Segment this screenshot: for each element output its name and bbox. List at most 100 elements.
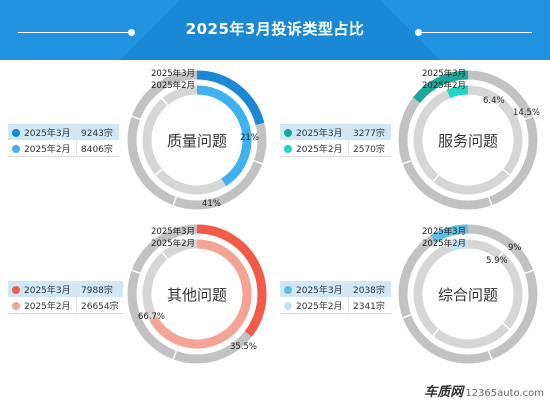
legend-row-mar: 2025年3月 2038宗 [280, 281, 391, 297]
legend-name-text: 2025年3月 [296, 128, 343, 139]
series-label-mar: 2025年3月 [151, 69, 196, 79]
legend-value: 2570宗 [348, 140, 391, 157]
legend-value: 7988宗 [76, 281, 123, 297]
ring-separator [502, 168, 511, 176]
legend-swatch [284, 301, 292, 310]
ring-separator [487, 350, 493, 360]
header-line-right [420, 32, 532, 33]
outer-arc-mar [413, 70, 469, 104]
series-label-feb: 2025年2月 [422, 239, 467, 249]
legend-name: 2025年2月 [8, 140, 77, 157]
percent-label-mar: 9% [508, 243, 522, 253]
percent-label-mar: 14.5% [513, 108, 541, 118]
legend-swatch [12, 285, 20, 294]
percent-label-feb: 41% [202, 199, 221, 209]
legend-swatch [284, 128, 292, 137]
legend-name-text: 2025年3月 [24, 128, 71, 139]
legend-value: 3277宗 [348, 124, 391, 140]
ring-separator [161, 97, 169, 106]
legend-value: 9243宗 [76, 124, 119, 140]
ring-separator [131, 269, 141, 275]
legend-swatch [284, 285, 292, 294]
ring-separator [402, 313, 412, 319]
series-label-feb: 2025年2月 [422, 81, 467, 91]
legend-name-text: 2025年3月 [296, 285, 343, 296]
ring-separator [172, 196, 178, 206]
legend-row-feb: 2025年2月 2341宗 [280, 297, 391, 314]
series-label-mar: 2025年3月 [422, 227, 467, 237]
legend-swatch [284, 144, 292, 153]
legend-row-mar: 2025年3月 7988宗 [8, 281, 123, 297]
header-banner: 2025年3月投诉类型占比 [0, 0, 550, 60]
outer-arc-mar [196, 70, 265, 126]
legend-name-text: 2025年3月 [24, 285, 71, 296]
legend-row-feb: 2025年2月 8406宗 [8, 140, 119, 157]
legend-name-text: 2025年2月 [296, 301, 343, 312]
ring-separator [524, 269, 534, 275]
outer-arc-mar [196, 224, 267, 337]
series-label-feb: 2025年2月 [151, 239, 196, 249]
ring-separator [432, 174, 440, 183]
legend-swatch [12, 301, 20, 310]
legend-name: 2025年3月 [8, 124, 77, 140]
center-label: 其他问题 [166, 286, 227, 304]
legend-table: 2025年3月 2038宗 2025年2月 2341宗 [280, 281, 391, 314]
legend-row-mar: 2025年3月 3277宗 [280, 124, 391, 140]
legend-row-feb: 2025年2月 26654宗 [8, 297, 123, 314]
percent-label-mar: 21% [240, 133, 259, 143]
inner-arc-feb [448, 239, 469, 252]
outer-arc-mar [430, 224, 469, 244]
legend-name-text: 2025年2月 [296, 144, 343, 155]
header-pattern [0, 0, 550, 60]
ring-separator [131, 115, 141, 121]
center-label: 服务问题 [437, 132, 498, 150]
legend-table: 2025年3月 3277宗 2025年2月 2570宗 [280, 124, 391, 157]
legend-value: 8406宗 [76, 140, 119, 157]
series-label-mar: 2025年3月 [422, 69, 467, 79]
legend-name: 2025年3月 [8, 281, 77, 297]
inner-arc-feb [196, 85, 252, 187]
center-label: 质量问题 [166, 132, 227, 150]
series-label-mar: 2025年3月 [151, 227, 196, 237]
watermark-site: 12365auto.com [465, 388, 544, 399]
legend-name-text: 2025年2月 [24, 144, 71, 155]
ring-separator [502, 322, 511, 330]
ring-separator [487, 196, 493, 206]
series-label-feb: 2025年2月 [151, 81, 196, 91]
ring-separator [524, 115, 534, 121]
ring-separator [402, 159, 412, 165]
legend-name: 2025年2月 [8, 297, 77, 314]
percent-label-feb: 5.9% [486, 256, 508, 266]
percent-label-feb: 66.7% [138, 312, 166, 322]
legend-row-feb: 2025年2月 2570宗 [280, 140, 391, 157]
center-label: 综合问题 [437, 286, 498, 304]
ring-separator [161, 251, 169, 260]
page-title: 2025年3月投诉类型占比 [185, 20, 365, 38]
legend-row-mar: 2025年3月 9243宗 [8, 124, 119, 140]
ring-separator [432, 328, 440, 337]
legend-table: 2025年3月 7988宗 2025年2月 26654宗 [8, 281, 123, 314]
legend-swatch [12, 128, 20, 137]
legend-name: 2025年3月 [280, 124, 349, 140]
legend-value: 2038宗 [348, 281, 391, 297]
header-dot-left [128, 29, 135, 36]
percent-label-mar: 35.5% [230, 342, 258, 352]
watermark: 车质网 12365auto.com [424, 381, 544, 400]
legend-table: 2025年3月 9243宗 2025年2月 8406宗 [8, 124, 119, 157]
ring-separator [253, 159, 263, 165]
legend-name: 2025年3月 [280, 281, 349, 297]
inner-arc-feb [446, 85, 469, 99]
header-line-left [18, 32, 130, 33]
inner-arc-feb [149, 239, 252, 349]
ring-separator [172, 350, 178, 360]
legend-name: 2025年2月 [280, 140, 349, 157]
ring-separator [496, 251, 504, 260]
legend-value: 2341宗 [348, 297, 391, 314]
header-dot-right [415, 29, 422, 36]
legend-swatch [12, 144, 20, 153]
legend-name-text: 2025年2月 [24, 301, 71, 312]
percent-label-feb: 6.4% [483, 96, 505, 106]
watermark-brand: 车质网 [424, 385, 464, 400]
legend-name: 2025年2月 [280, 297, 349, 314]
